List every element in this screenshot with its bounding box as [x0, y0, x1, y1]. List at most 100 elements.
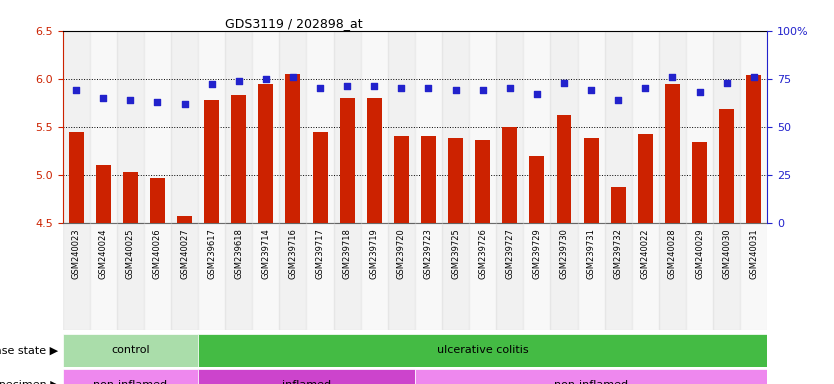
Point: [314, 85, 327, 91]
Text: GSM240025: GSM240025: [126, 228, 135, 279]
Bar: [496, 31, 524, 223]
Bar: [171, 31, 198, 223]
Bar: [177, 216, 192, 223]
Point: [394, 85, 408, 91]
Bar: [225, 223, 253, 330]
Bar: [470, 223, 496, 330]
Point: [720, 79, 733, 86]
Bar: [225, 31, 253, 223]
Text: GSM239723: GSM239723: [424, 228, 433, 279]
Bar: [307, 31, 334, 223]
Text: GSM240031: GSM240031: [749, 228, 758, 279]
Bar: [496, 223, 524, 330]
Text: GSM240029: GSM240029: [695, 228, 704, 279]
Bar: [713, 223, 741, 330]
Bar: [198, 31, 225, 223]
Bar: [524, 31, 550, 223]
Bar: [334, 31, 361, 223]
Text: GSM239617: GSM239617: [207, 228, 216, 279]
Bar: [361, 223, 388, 330]
Bar: [415, 223, 442, 330]
Point: [639, 85, 652, 91]
Point: [340, 83, 354, 89]
Bar: [638, 134, 653, 223]
Bar: [741, 223, 767, 330]
Point: [747, 74, 761, 80]
Text: GSM239730: GSM239730: [560, 228, 569, 279]
Bar: [285, 74, 300, 223]
Bar: [171, 223, 198, 330]
Point: [232, 78, 245, 84]
Text: GSM240030: GSM240030: [722, 228, 731, 279]
Bar: [556, 115, 571, 223]
Text: ulcerative colitis: ulcerative colitis: [437, 345, 529, 356]
Bar: [713, 31, 741, 223]
Bar: [143, 223, 171, 330]
Point: [259, 76, 273, 82]
Bar: [68, 131, 83, 223]
Bar: [253, 31, 279, 223]
Bar: [584, 138, 599, 223]
Bar: [524, 223, 550, 330]
Text: GSM239714: GSM239714: [261, 228, 270, 279]
Point: [97, 95, 110, 101]
Bar: [605, 31, 632, 223]
Bar: [686, 223, 713, 330]
Bar: [550, 223, 578, 330]
Text: specimen ▶: specimen ▶: [0, 380, 58, 384]
Bar: [143, 31, 171, 223]
Bar: [361, 31, 388, 223]
Point: [557, 79, 570, 86]
Bar: [448, 138, 463, 223]
Text: GSM239732: GSM239732: [614, 228, 623, 279]
Text: non-inflamed: non-inflamed: [554, 380, 628, 384]
Bar: [63, 369, 198, 384]
Bar: [279, 31, 307, 223]
Point: [286, 74, 299, 80]
Text: GSM239726: GSM239726: [478, 228, 487, 279]
Bar: [719, 109, 734, 223]
Bar: [339, 98, 354, 223]
Text: GSM240024: GSM240024: [98, 228, 108, 279]
Bar: [367, 98, 382, 223]
Bar: [578, 223, 605, 330]
Text: GDS3119 / 202898_at: GDS3119 / 202898_at: [225, 17, 363, 30]
Text: GSM239716: GSM239716: [289, 228, 298, 279]
Point: [530, 91, 544, 97]
Point: [205, 81, 219, 88]
Bar: [117, 31, 144, 223]
Text: control: control: [111, 345, 149, 356]
Bar: [741, 31, 767, 223]
Bar: [442, 31, 470, 223]
Bar: [307, 223, 334, 330]
Bar: [502, 127, 517, 223]
Text: GSM239725: GSM239725: [451, 228, 460, 279]
Text: GSM239618: GSM239618: [234, 228, 244, 279]
Bar: [659, 31, 686, 223]
Bar: [578, 31, 605, 223]
Bar: [96, 165, 111, 223]
Point: [585, 87, 598, 93]
Bar: [334, 223, 361, 330]
Bar: [388, 31, 415, 223]
Bar: [313, 131, 328, 223]
Bar: [150, 177, 165, 223]
Bar: [63, 223, 90, 330]
Bar: [686, 31, 713, 223]
Bar: [63, 334, 198, 367]
Bar: [279, 223, 307, 330]
Bar: [388, 223, 415, 330]
Bar: [610, 187, 626, 223]
Bar: [530, 156, 545, 223]
Text: GSM240022: GSM240022: [641, 228, 650, 279]
Bar: [204, 100, 219, 223]
Bar: [470, 31, 496, 223]
Bar: [421, 136, 436, 223]
Text: GSM239717: GSM239717: [315, 228, 324, 279]
Point: [666, 74, 679, 80]
Bar: [198, 223, 225, 330]
Bar: [415, 369, 767, 384]
Text: GSM240023: GSM240023: [72, 228, 81, 279]
Point: [476, 87, 490, 93]
Bar: [632, 223, 659, 330]
